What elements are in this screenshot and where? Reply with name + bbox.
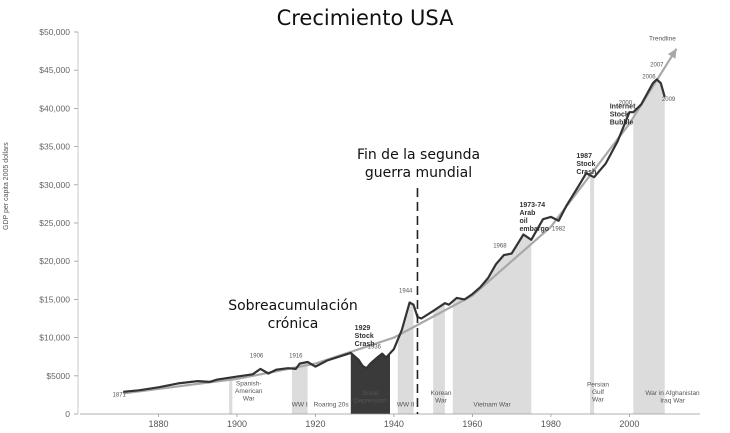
period-label: Great Depression bbox=[354, 390, 387, 404]
period-label: Vietnam War bbox=[473, 401, 511, 408]
x-tick-label: 1920 bbox=[305, 419, 325, 429]
period-label: Roaring 20s bbox=[314, 401, 350, 408]
y-tick-label: $45,000 bbox=[39, 65, 70, 75]
y-tick-label: $15,000 bbox=[39, 294, 70, 304]
trend-arrow-head bbox=[667, 48, 677, 59]
shaded-period-4 bbox=[433, 303, 445, 414]
shaded-period-6 bbox=[590, 175, 595, 414]
event-label: 1973-74 Arab oil embargo bbox=[519, 202, 549, 233]
trend-label: Trendline bbox=[649, 35, 676, 42]
x-tick-label: 1900 bbox=[227, 419, 247, 429]
chart-title: Crecimiento USA bbox=[276, 6, 454, 30]
period-label: WW II bbox=[397, 401, 415, 408]
y-tick-label: $40,000 bbox=[39, 103, 70, 113]
y-tick-label: $25,000 bbox=[39, 218, 70, 228]
year-label: 1906 bbox=[250, 353, 264, 359]
x-tick-label: 1880 bbox=[148, 419, 168, 429]
x-tick-label: 1940 bbox=[384, 419, 404, 429]
gdp-series-line bbox=[123, 78, 666, 393]
y-tick-label: $35,000 bbox=[39, 142, 70, 152]
period-label: War in Afghanistan Iraq War bbox=[645, 390, 700, 404]
callout-overaccumulation: Sobreacumulación crónica bbox=[218, 298, 368, 334]
year-label: 1982 bbox=[552, 227, 566, 233]
event-label: Internet Stock Bubble bbox=[610, 103, 636, 126]
year-label: 1871 bbox=[113, 392, 127, 398]
year-label: 1968 bbox=[493, 243, 507, 249]
shaded-period-0 bbox=[229, 377, 233, 414]
period-label: WW I bbox=[292, 401, 308, 408]
y-tick-label: $5000 bbox=[46, 371, 70, 381]
year-label: 2007 bbox=[650, 62, 664, 68]
y-tick-label: $20,000 bbox=[39, 256, 70, 266]
callout-end-wwii-line-1: Fin de la segunda bbox=[356, 147, 481, 163]
y-tick-label: $50,000 bbox=[39, 27, 70, 37]
y-tick-label: $30,000 bbox=[39, 180, 70, 190]
period-label: Persian Gulf War bbox=[587, 381, 609, 403]
year-label: 1944 bbox=[399, 289, 413, 295]
shaded-period-5 bbox=[452, 234, 532, 414]
x-tick-label: 1980 bbox=[541, 419, 561, 429]
x-tick-label: 1960 bbox=[462, 419, 482, 429]
x-tick-label: 2000 bbox=[619, 419, 639, 429]
shaded-period-1 bbox=[291, 362, 308, 414]
y-tick-label: 0 bbox=[65, 409, 70, 419]
callout-overaccumulation-line-2: crónica bbox=[267, 315, 319, 332]
year-label: 2006 bbox=[642, 75, 656, 81]
shaded-period-2 bbox=[350, 352, 390, 414]
year-label: 2000 bbox=[619, 101, 633, 107]
callout-overaccumulation-line-1: Sobreacumulación bbox=[228, 298, 358, 314]
y-tick-label: $10,000 bbox=[39, 333, 70, 343]
callout-end-wwii: Fin de la segunda guerra mundial bbox=[346, 147, 491, 183]
year-label: 1916 bbox=[289, 353, 303, 359]
year-label: 1936 bbox=[368, 344, 382, 350]
event-label: 1987 Stock Crash bbox=[576, 153, 596, 176]
period-label: Spanish-American War bbox=[235, 381, 263, 403]
event-label: 1929 Stock Crash bbox=[355, 325, 375, 348]
shaded-period-7 bbox=[633, 79, 665, 415]
period-label: Korean War bbox=[431, 390, 452, 404]
trend-line bbox=[123, 48, 678, 395]
callout-end-wwii-line-2: guerra mundial bbox=[364, 164, 473, 181]
year-label: 2009 bbox=[662, 97, 676, 103]
